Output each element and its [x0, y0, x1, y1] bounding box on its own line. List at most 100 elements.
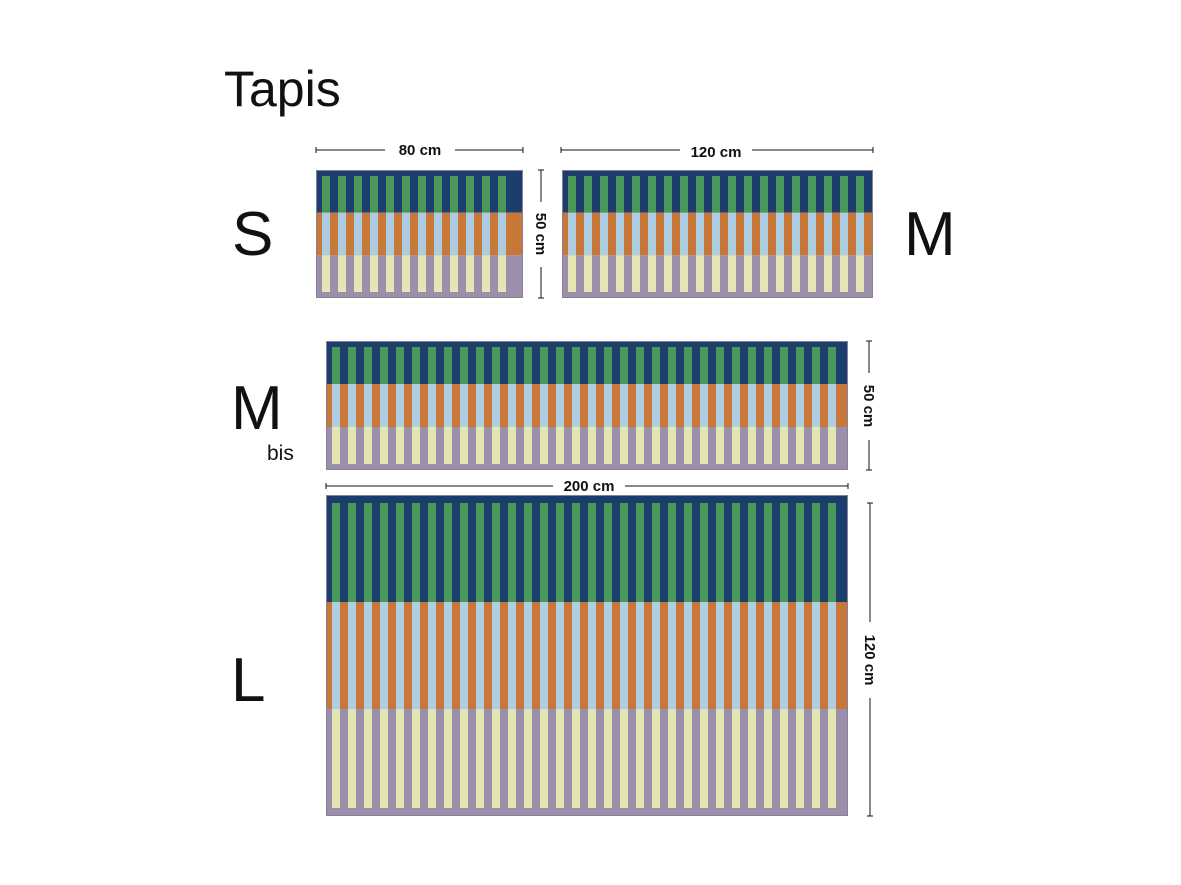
stripe-pale-yellow [476, 427, 484, 464]
stripe-light-blue [828, 602, 836, 709]
stripe-pale-yellow [466, 255, 474, 292]
size-label-l: L [231, 646, 266, 715]
stripe-light-blue [764, 384, 772, 427]
stripe-green [700, 347, 708, 384]
stripe-pale-yellow [364, 427, 372, 464]
stripe-pale-yellow [524, 427, 532, 464]
stripe-pale-yellow [796, 427, 804, 464]
dim-m-width: 120 cm [691, 144, 742, 161]
stripe-pale-yellow [716, 709, 724, 808]
stripe-green [332, 347, 340, 384]
stripe-pale-yellow [450, 255, 458, 292]
stripe-pale-yellow [572, 427, 580, 464]
stripe-green [338, 176, 346, 213]
stripe-green [572, 503, 580, 602]
stripe-green [492, 503, 500, 602]
stripe-green [744, 176, 752, 213]
stripe-light-blue [648, 212, 656, 256]
stripe-light-blue [418, 212, 426, 256]
stripe-pale-yellow [700, 709, 708, 808]
stripe-green [524, 503, 532, 602]
stripe-light-blue [600, 212, 608, 256]
stripe-pale-yellow [748, 427, 756, 464]
stripe-light-blue [540, 384, 548, 427]
stripe-light-blue [652, 602, 660, 709]
stripe-light-blue [780, 384, 788, 427]
stripe-green [636, 347, 644, 384]
stripe-green [748, 347, 756, 384]
stripe-light-blue [748, 602, 756, 709]
stripe-light-blue [508, 384, 516, 427]
stripe-light-blue [616, 212, 624, 256]
stripe-light-blue [466, 212, 474, 256]
stripe-green [588, 347, 596, 384]
stripe-pale-yellow [620, 427, 628, 464]
stripe-pale-yellow [380, 709, 388, 808]
stripe-pale-yellow [680, 255, 688, 292]
stripe-light-blue [364, 602, 372, 709]
stripe-pale-yellow [648, 255, 656, 292]
stripe-light-blue [428, 602, 436, 709]
stripe-green [700, 503, 708, 602]
stripe-green [476, 503, 484, 602]
stripe-pale-yellow [604, 709, 612, 808]
stripe-light-blue [696, 212, 704, 256]
stripe-green [434, 176, 442, 213]
stripe-light-blue [856, 212, 864, 256]
stripe-pale-yellow [812, 427, 820, 464]
stripe-light-blue [700, 384, 708, 427]
stripe-green [732, 503, 740, 602]
stripe-pale-yellow [348, 709, 356, 808]
stripe-pale-yellow [370, 255, 378, 292]
stripe-pale-yellow [652, 427, 660, 464]
stripe-green [540, 347, 548, 384]
stripe-green [348, 503, 356, 602]
stripe-green [748, 503, 756, 602]
stripe-green [568, 176, 576, 213]
stripe-green [808, 176, 816, 213]
rug-s [316, 170, 523, 298]
stripe-green [418, 176, 426, 213]
stripe-pale-yellow [824, 255, 832, 292]
stripe-green [428, 503, 436, 602]
stripe-green [796, 347, 804, 384]
stripe-green [444, 503, 452, 602]
stripe-light-blue [812, 384, 820, 427]
stripe-light-blue [450, 212, 458, 256]
stripe-green [828, 503, 836, 602]
stripe-pale-yellow [808, 255, 816, 292]
stripe-pale-yellow [556, 427, 564, 464]
stripe-pale-yellow [460, 427, 468, 464]
stripe-light-blue [808, 212, 816, 256]
stripe-green [508, 503, 516, 602]
stripe-pale-yellow [348, 427, 356, 464]
stripe-pale-yellow [828, 427, 836, 464]
stripe-light-blue [572, 602, 580, 709]
stripe-green [796, 503, 804, 602]
stripe-green [716, 347, 724, 384]
dim-s-width: 80 cm [399, 142, 442, 159]
stripe-green [632, 176, 640, 213]
stripe-light-blue [322, 212, 330, 256]
stripe-green [668, 347, 676, 384]
stripe-green [856, 176, 864, 213]
stripe-pale-yellow [780, 427, 788, 464]
stripe-light-blue [524, 602, 532, 709]
stripe-pale-yellow [620, 709, 628, 808]
stripe-pale-yellow [572, 709, 580, 808]
stripe-green [540, 503, 548, 602]
title: Tapis [224, 61, 341, 117]
stripe-pale-yellow [588, 709, 596, 808]
stripe-pale-yellow [812, 709, 820, 808]
stripe-light-blue [380, 384, 388, 427]
stripe-pale-yellow [792, 255, 800, 292]
stripe-light-blue [460, 602, 468, 709]
stripe-green [322, 176, 330, 213]
stripe-green [648, 176, 656, 213]
stripe-pale-yellow [556, 709, 564, 808]
stripe-light-blue [744, 212, 752, 256]
dim-l-width: 200 cm [564, 478, 615, 495]
stripe-green [684, 347, 692, 384]
stripe-light-blue [412, 602, 420, 709]
